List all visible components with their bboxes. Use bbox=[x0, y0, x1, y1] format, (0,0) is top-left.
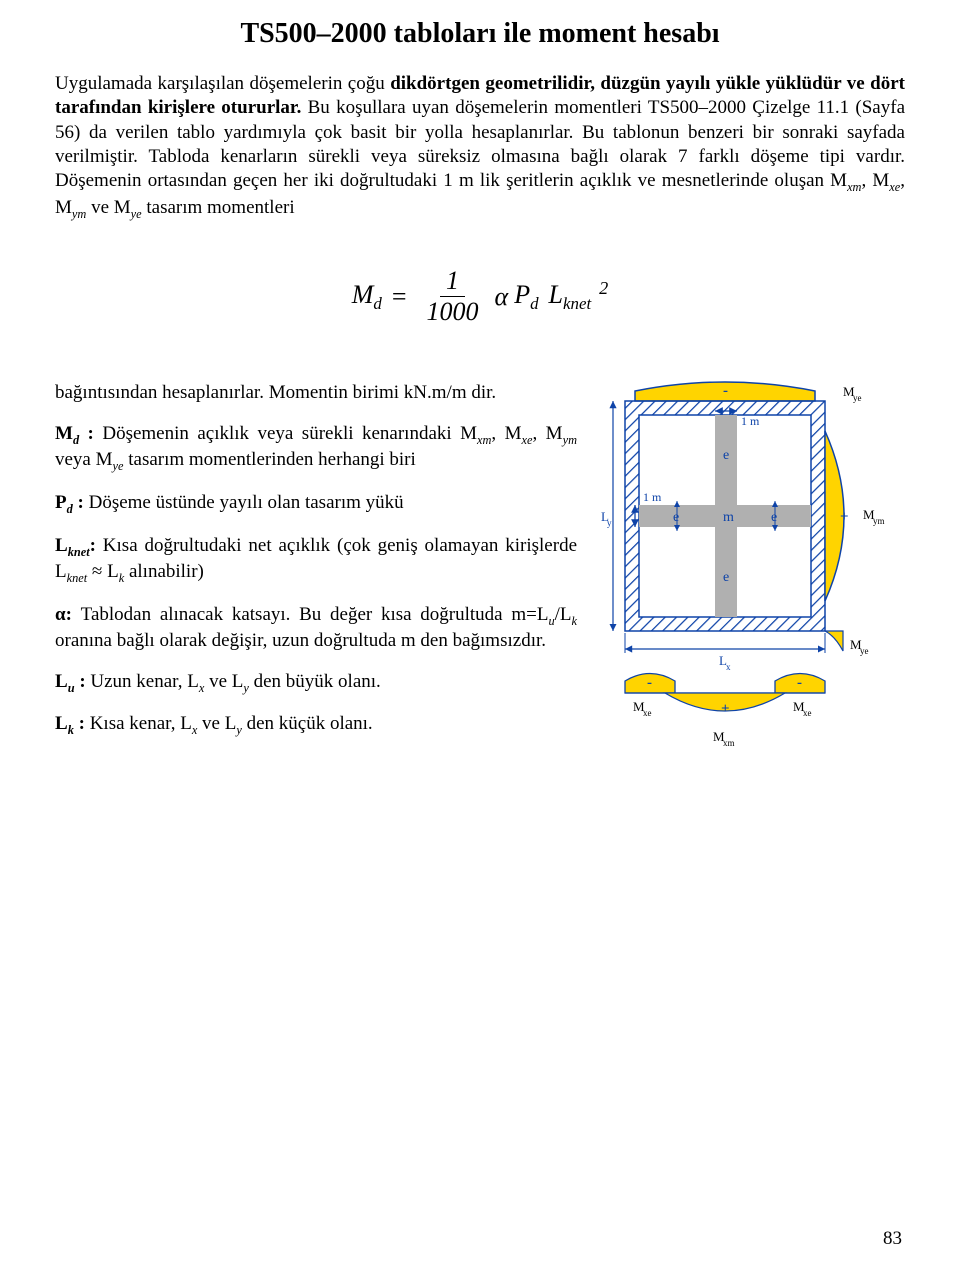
svg-text:ym: ym bbox=[873, 516, 885, 526]
def-lu: Lu : Uzun kenar, Lx ve Ly den büyük olan… bbox=[55, 670, 577, 697]
page-title: TS500–2000 tabloları ile moment hesabı bbox=[55, 18, 905, 50]
def-lknet: Lknet: Kısa doğrultudaki net açıklık (ço… bbox=[55, 534, 577, 587]
diag-label-1m-left: 1 m bbox=[643, 490, 662, 504]
moment-formula: Md = 1 1000 α Pd Lknet 2 bbox=[55, 268, 905, 325]
svg-text:-: - bbox=[647, 675, 652, 691]
diag-label-1m-top: 1 m bbox=[741, 414, 760, 428]
svg-text:+: + bbox=[721, 701, 730, 717]
def-md: Md : Döşemenin açıklık veya sürekli kena… bbox=[55, 422, 577, 475]
svg-text:-: - bbox=[797, 675, 802, 691]
intro-paragraph: Uygulamada karşılaşılan döşemelerin çoğu… bbox=[55, 72, 905, 222]
diag-label-e-bottom: e bbox=[723, 570, 729, 585]
def-pd: Pd : Döşeme üstünde yayılı olan tasarım … bbox=[55, 491, 577, 518]
slab-moment-diagram: M ye - 1 m 1 m e e e e m bbox=[595, 381, 895, 761]
diag-label-e-left: e bbox=[673, 510, 679, 525]
diag-label-m-center: m bbox=[723, 510, 734, 525]
svg-text:ye: ye bbox=[853, 393, 862, 403]
definitions-column: bağıntısından hesaplanırlar. Momentin bi… bbox=[55, 381, 577, 754]
para-unit: bağıntısından hesaplanırlar. Momentin bi… bbox=[55, 381, 577, 405]
svg-text:xe: xe bbox=[803, 708, 812, 718]
svg-text:ye: ye bbox=[860, 646, 869, 656]
page-number: 83 bbox=[883, 1228, 902, 1250]
diag-label-e-right: e bbox=[771, 510, 777, 525]
svg-text:-: - bbox=[723, 383, 728, 399]
def-alpha: α: Tablodan alınacak katsayı. Bu değer k… bbox=[55, 603, 577, 654]
svg-text:xe: xe bbox=[643, 708, 652, 718]
svg-text:y: y bbox=[607, 518, 612, 528]
svg-text:xm: xm bbox=[723, 738, 735, 748]
svg-text:x: x bbox=[726, 662, 731, 672]
diag-label-e-top: e bbox=[723, 448, 729, 463]
svg-text:+: + bbox=[840, 509, 849, 525]
def-lk: Lk : Kısa kenar, Lx ve Ly den küçük olan… bbox=[55, 712, 577, 739]
